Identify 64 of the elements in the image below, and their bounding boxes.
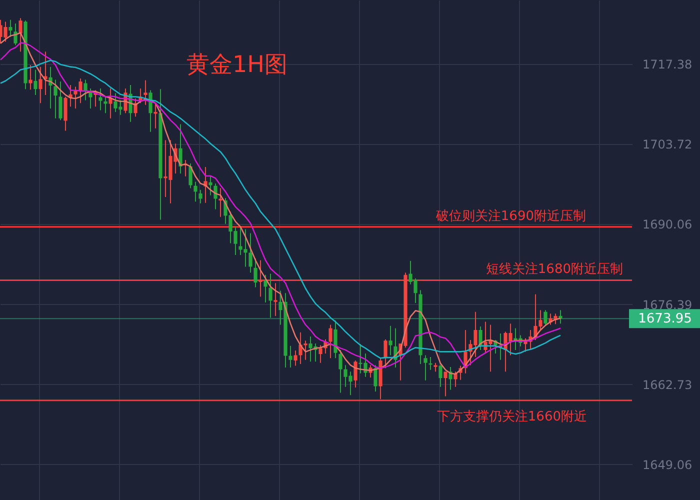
candlestick (4, 21, 8, 42)
candlestick (28, 64, 32, 90)
candlestick (38, 66, 42, 104)
candlestick (264, 274, 268, 303)
candlestick (258, 260, 262, 298)
ref-line-label: 破位则关注1690附近压制 (434, 208, 586, 224)
candlestick (478, 326, 482, 350)
candlestick (274, 282, 278, 316)
candlestick (8, 19, 12, 38)
candlestick (148, 90, 152, 132)
candlestick (208, 176, 212, 196)
candlestick (178, 124, 182, 174)
candlestick (58, 80, 62, 121)
candlestick (288, 345, 292, 368)
candlestick (108, 88, 112, 119)
candlestick (448, 366, 452, 390)
candlestick (454, 371, 458, 388)
candlestick (374, 364, 378, 392)
candlestick (248, 232, 252, 274)
candlestick (84, 79, 88, 101)
candlestick (188, 163, 192, 189)
y-tick-label: 1717.38 (642, 58, 692, 72)
ref-line-label: 短线关注1680附近压制 (486, 262, 623, 278)
candlestick (544, 310, 548, 326)
candlestick (294, 350, 298, 366)
candlestick (34, 69, 38, 96)
candlestick (318, 344, 322, 364)
candlestick (18, 18, 22, 52)
candlestick (384, 338, 388, 369)
candlestick (444, 371, 448, 397)
candlestick (218, 188, 222, 218)
candlestick (198, 189, 202, 204)
candlestick (74, 86, 78, 109)
candlestick (328, 324, 332, 359)
candlestick (268, 273, 272, 318)
ref-line-label: 下方支撑仍关注1660附近 (436, 408, 587, 424)
candlestick (428, 356, 432, 370)
candlestick (64, 96, 68, 132)
y-tick-label: 1662.73 (642, 378, 692, 392)
candlestick (144, 80, 148, 106)
candlestick (194, 181, 198, 202)
y-tick-label: 1690.06 (642, 218, 692, 232)
candlestick (104, 96, 108, 114)
candlestick (98, 88, 102, 111)
candlestick (338, 349, 342, 394)
candlestick (214, 182, 218, 210)
candlestick (334, 320, 338, 359)
candlestick (44, 51, 48, 96)
candlestick (354, 360, 358, 388)
y-tick-label: 1649.06 (642, 458, 692, 472)
candlestick (78, 78, 82, 104)
candlestick (134, 98, 138, 118)
candlestick (14, 22, 18, 46)
candlestick (254, 258, 258, 288)
text: 黄金1H图 (186, 52, 288, 78)
candlestick (388, 325, 392, 356)
ref-line-label: 1673.95 (638, 312, 692, 327)
candlestick (558, 310, 562, 324)
candlestick (438, 364, 442, 388)
y-tick-label: 1676.39 (642, 298, 692, 312)
candlestick (424, 354, 428, 381)
y-tick-label: 1703.72 (642, 138, 692, 152)
candlestick (154, 102, 158, 129)
candlestick (54, 79, 58, 119)
